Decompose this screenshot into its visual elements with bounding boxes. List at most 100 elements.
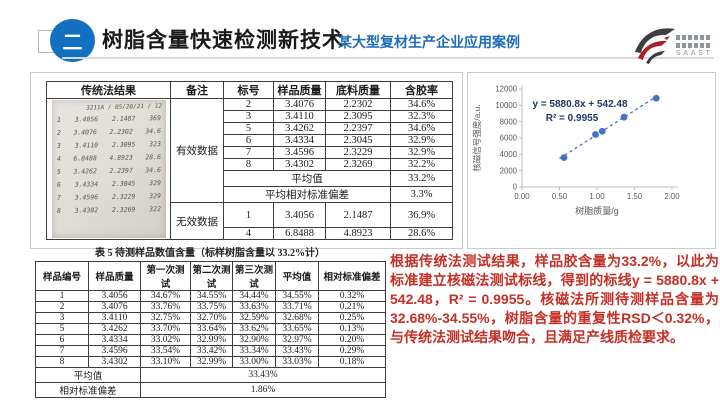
section-number-badge: 二 [50,19,95,62]
rsd-value: 1.86% [140,382,386,398]
table-cell: 32.75% [140,312,191,324]
data-point [592,131,599,138]
column-header: 备注 [170,81,224,99]
table-cell: 33.43% [275,345,319,357]
table-cell: 3.4110 [88,312,141,324]
table-cell: 1 [35,290,89,302]
table-cell: 4 [223,227,274,240]
table-row: 传统法结果 备注 标号 样品质量 底料质量 含胶率 [46,81,453,99]
data-point [620,113,628,121]
table-row: 5 3.4262 2.2397 34.6% [47,122,453,135]
table-cell: 7 [35,345,89,357]
table-cell: 6 [35,334,89,346]
table-cell: 32.2% [390,158,453,171]
table-cell: 3 [223,110,274,123]
column-header: 含胶率 [390,81,453,99]
table-cell: 5 [223,122,274,135]
x-tick-label: 0.00 [514,192,530,201]
table-row: 2 3.4076 33.76% 33.75% 33.63% 33.71% 0.21% [35,301,386,313]
table-row: 8 3.4302 33.10% 32.99% 33.00% 33.03% 0.18% [35,356,386,368]
column-header: 第三次测试 [232,261,276,291]
y-tick-label: 10000 [495,101,517,110]
logo-text-line [676,35,710,40]
table-cell: 3.4334 [273,134,326,147]
title-underline [62,57,714,59]
table-cell: 32.68% [275,312,319,324]
x-tick-label: 2.00 [664,192,680,201]
y-axis-label: 核磁信号强度/a.u. [472,104,482,172]
column-header: 样品质量 [273,81,326,99]
average-value: 33.43% [140,367,386,383]
average-label: 平均值 [35,367,141,383]
column-header: 底料质量 [325,81,391,99]
table-cell: 2.3229 [325,146,391,159]
rsd-value: 3.3% [390,186,453,203]
analysis-text: 根据传统法测试结果，样品胶含量为33.2%，以此为标准建立核磁法测试标线，得到的… [390,253,719,345]
table-cell: 34.6% [390,98,453,111]
photo-row: 8 3.4302 2.3269 322 [56,205,161,215]
handwritten-notes-photo-cell: 3211A / 05/20/21 / 12 1 3.4056 2.1487 369 2 3.… [46,98,171,240]
table-cell: 33.03% [275,356,319,368]
table-cell: 3 [35,312,89,324]
table-cell: 32.99% [190,356,233,368]
x-axis-label: 树脂质量/g [575,205,619,216]
table-cell: 33.54% [140,345,191,357]
column-header: 平均值 [275,261,319,291]
table-cell: 33.62% [232,323,276,335]
table-cell: 33.02% [140,334,191,346]
table-cell: 28.6% [390,227,453,240]
table-cell: 3.4596 [273,146,326,159]
table-row: 相对标准偏差 1.86% [35,382,386,398]
table-cell: 8 [223,158,274,171]
y-tick-label: 2000 [500,166,518,175]
table-row: 4 6.8488 4.8923 28.6% [47,227,453,240]
table-cell: 0.29% [318,345,386,357]
logo-text-line [676,43,710,48]
table-row: 无效数据 1 3.4056 2.1487 36.9% [47,202,453,240]
valid-data-label: 有效数据 [170,98,224,203]
table-row: 样品编号 样品质量 第一次测试 第二次测试 第三次测试 平均值 相对标准偏差 [35,261,386,291]
table-cell: 33.71% [275,301,319,313]
table-row: 5 3.4262 33.70% 33.64% 33.62% 33.65% 0.13% [35,323,386,335]
handwritten-notes-photo: 3211A / 05/20/21 / 12 1 3.4056 2.1487 369 2 3.… [51,100,166,238]
table5-caption: 表 5 待测样品数值含量（标样树脂含量以 33.2%计） [95,248,325,259]
data-point [560,154,568,161]
traditional-results-panel: 传统法结果 备注 标号 样品质量 底料质量 含胶率 3211A / 05/20/21 / 1… [30,72,463,249]
table-cell: 33.75% [190,301,233,313]
table-cell: 8 [35,356,89,368]
page-subtitle: 某大型复材生产企业应用案例 [338,34,520,50]
table-cell: 34.55% [275,290,319,302]
invalid-data-label: 无效数据 [170,202,224,240]
table-row: 平均值 33.43% [35,367,386,383]
table-cell: 6.8488 [273,227,326,240]
table-cell: 32.59% [232,312,276,324]
rsd-label: 相对标准偏差 [35,382,141,398]
table-cell: 32.90% [232,334,276,346]
column-header: 样品质量 [88,261,141,291]
table-cell: 7 [223,146,274,159]
rog-eye-icon [635,28,675,64]
table-row: 8 3.4302 2.3269 32.2% [47,158,453,171]
table-cell: 2.3269 [325,158,391,171]
rsd-label: 平均相对标准偏差 [223,186,391,203]
column-header: 样品编号 [35,261,89,291]
table-cell: 2.3045 [325,134,391,147]
table-cell: 33.63% [232,301,276,313]
page-title: 树脂含量快速检测新技术 [102,29,344,52]
team-logo: SAAST [634,22,714,66]
table-cell: 33.42% [190,345,233,357]
table-cell: 33.64% [190,323,233,335]
table-cell: 3.4596 [88,345,141,357]
table-cell: 34.44% [232,290,276,302]
table-cell: 3.4056 [88,290,141,302]
table-cell: 0.21% [318,301,386,313]
table-cell: 33.65% [275,323,319,335]
calibration-chart-panel: 0 2000 4000 6000 8000 10000 12000 0.00 0.50 1.00 1… [467,72,716,249]
table-cell: 32.9% [390,134,453,147]
column-header: 第一次测试 [140,261,191,291]
table-row: 6 3.4334 33.02% 32.99% 32.90% 32.97% 0.20% [35,334,386,346]
table-cell: 32.97% [275,334,319,346]
table-cell: 6 [223,134,274,147]
table-row: 3211A / 05/20/21 / 12 1 3.4056 2.1487 369 2 3.… [46,98,453,240]
